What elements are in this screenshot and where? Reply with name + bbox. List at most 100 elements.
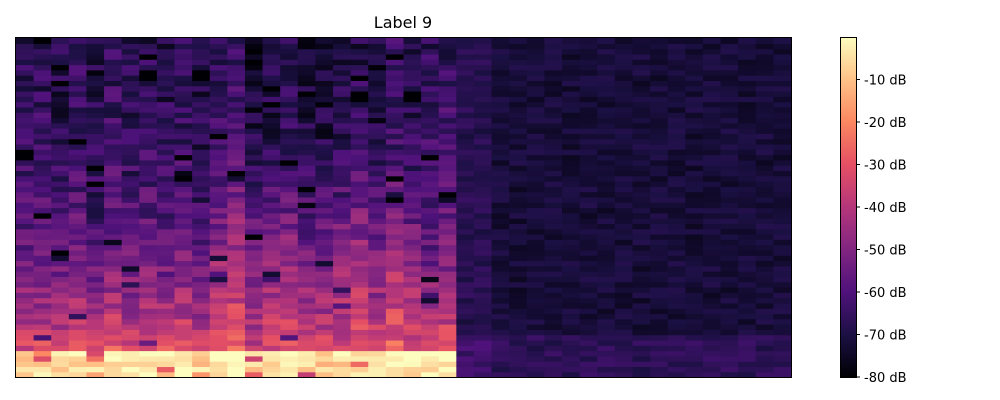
spectrogram-cell [192, 361, 211, 368]
spectrogram-cell [333, 223, 352, 230]
spectrogram-cell [297, 329, 317, 336]
spectrogram-cell [491, 122, 510, 129]
spectrogram-cell [86, 271, 105, 277]
spectrogram-cell [139, 48, 158, 55]
spectrogram-cell [755, 345, 774, 352]
spectrogram-cell [174, 207, 193, 214]
spectrogram-cell [491, 223, 510, 230]
spectrogram-cell [121, 80, 140, 87]
spectrogram-cell [456, 53, 475, 60]
spectrogram-cell [562, 255, 581, 262]
spectrogram-cell [244, 329, 264, 336]
spectrogram-cell [280, 112, 299, 119]
spectrogram-cell [227, 122, 246, 129]
spectrogram-cell [509, 308, 528, 315]
spectrogram-cell [68, 249, 88, 256]
spectrogram-cell [562, 143, 581, 150]
spectrogram-cell [262, 292, 281, 299]
spectrogram-cell [473, 196, 493, 203]
spectrogram-cell [738, 69, 757, 76]
spectrogram-cell [685, 90, 704, 97]
spectrogram-cell [174, 170, 193, 177]
spectrogram-cell [156, 122, 176, 129]
spectrogram-cell [156, 371, 176, 378]
spectrogram-cell [738, 122, 757, 129]
spectrogram-cell [385, 154, 405, 161]
spectrogram-cell [315, 255, 334, 262]
spectrogram-cell [720, 133, 739, 140]
spectrogram-cell [738, 112, 757, 119]
spectrogram-cell [667, 90, 686, 97]
spectrogram-cell [350, 170, 369, 177]
spectrogram-cell [403, 133, 422, 140]
spectrogram-cell [86, 260, 105, 267]
spectrogram-cell [597, 329, 616, 336]
spectrogram-cell [209, 339, 228, 346]
spectrogram-cell [333, 228, 352, 235]
spectrogram-cell [297, 122, 317, 129]
spectrogram-cell [333, 297, 352, 304]
colorbar-tick-label: -40 dB [864, 201, 907, 216]
spectrogram-cell [209, 212, 228, 219]
spectrogram-cell [315, 223, 334, 230]
spectrogram-cell [526, 154, 546, 161]
spectrogram-cell [579, 207, 598, 214]
spectrogram-cell [209, 239, 228, 246]
spectrogram-cell [456, 149, 475, 156]
plot-frame [15, 37, 792, 378]
spectrogram-cell [350, 371, 369, 378]
spectrogram-cell [650, 339, 669, 346]
spectrogram-cell [139, 249, 158, 256]
spectrogram-cell [227, 112, 246, 119]
spectrogram-cell [738, 302, 757, 309]
spectrogram-cell [438, 48, 457, 55]
spectrogram-cell [456, 159, 475, 166]
spectrogram-cell [421, 85, 440, 92]
spectrogram-cell [333, 265, 352, 272]
spectrogram-cell [597, 286, 616, 293]
spectrogram-cell [192, 218, 211, 224]
spectrogram-cell [16, 133, 35, 140]
spectrogram-cell [650, 324, 669, 330]
spectrogram-cell [350, 43, 369, 50]
spectrogram-cell [491, 371, 510, 378]
spectrogram-cell [650, 53, 669, 60]
spectrogram-cell [773, 271, 792, 277]
spectrogram-cell [738, 181, 757, 187]
spectrogram-cell [562, 202, 581, 209]
spectrogram-cell [139, 313, 158, 320]
spectrogram-cell [755, 128, 774, 134]
spectrogram-cell [720, 159, 739, 166]
spectrogram-cell [297, 361, 317, 368]
spectrogram-cell [280, 207, 299, 214]
spectrogram-cell [315, 329, 334, 336]
spectrogram-cell [755, 106, 774, 113]
spectrogram-cell [385, 350, 405, 357]
spectrogram-cell [403, 165, 422, 172]
spectrogram-cell [579, 186, 598, 193]
spectrogram-cell [16, 350, 35, 357]
spectrogram-cell [315, 59, 334, 66]
spectrogram-cell [209, 255, 228, 262]
spectrogram-cell [456, 265, 475, 272]
spectrogram-cell [333, 165, 352, 172]
spectrogram-cell [333, 122, 352, 129]
spectrogram-cell [262, 112, 281, 119]
spectrogram-cell [773, 138, 792, 145]
spectrogram-cell [720, 292, 739, 299]
spectrogram-cell [315, 170, 334, 177]
spectrogram-cell [702, 154, 722, 161]
spectrogram-cell [368, 329, 387, 336]
spectrogram-cell [385, 324, 405, 330]
spectrogram-cell [209, 302, 228, 309]
spectrogram-cell [209, 85, 228, 92]
spectrogram-cell [280, 318, 299, 325]
spectrogram-cell [650, 122, 669, 129]
spectrogram-cell [68, 186, 88, 193]
spectrogram-cell [16, 286, 35, 293]
spectrogram-cell [597, 292, 616, 299]
spectrogram-cell [562, 239, 581, 246]
spectrogram-cell [438, 207, 457, 214]
spectrogram-cell [403, 106, 422, 113]
spectrogram-cell [280, 255, 299, 262]
